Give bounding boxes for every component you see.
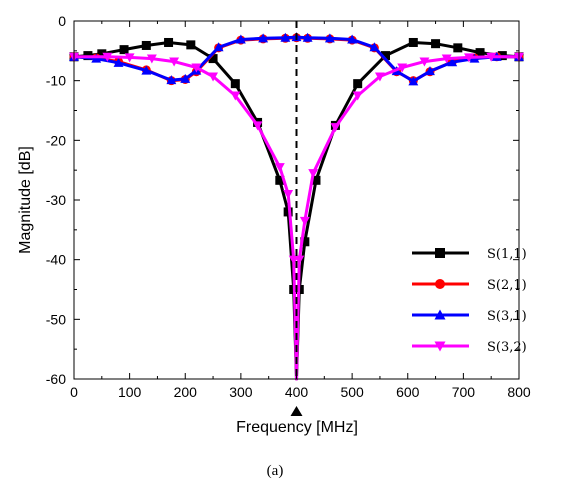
x-tick-label: 0: [70, 384, 78, 400]
data-point: [252, 121, 263, 131]
x-tick-label: 700: [452, 384, 476, 400]
legend-marker: [434, 309, 446, 320]
data-point: [447, 57, 458, 67]
legend-label: S(1,1): [487, 247, 527, 262]
data-point: [441, 54, 452, 64]
data-point: [475, 48, 485, 58]
data-point: [369, 42, 380, 52]
data-point: [294, 255, 305, 265]
data-point: [299, 216, 310, 226]
data-point: [308, 169, 319, 179]
data-point: [235, 34, 246, 44]
y-tick-label: -50: [46, 311, 66, 327]
data-point: [119, 45, 129, 55]
axes-group: 0 100 200 300 400 500 600 700 800 0 -10 -20 -30 -40 -5…: [46, 13, 531, 416]
x-tick-label: 800: [507, 384, 531, 400]
data-point: [164, 37, 174, 47]
data-point: [374, 72, 385, 82]
data-point: [280, 32, 291, 42]
data-point: [311, 175, 321, 185]
x-axis-title: Frequency [MHz]: [236, 419, 358, 436]
data-point: [431, 39, 441, 49]
data-point: [283, 207, 293, 217]
data-point: [408, 37, 418, 47]
legend-marker: [435, 279, 445, 289]
data-point: [274, 163, 285, 173]
y-tick-label: -40: [46, 252, 66, 268]
x-tick-label: 600: [396, 384, 420, 400]
x-tick-label: 200: [174, 384, 198, 400]
data-point: [324, 33, 335, 43]
data-point: [408, 76, 419, 86]
y-tick-label: 0: [58, 13, 66, 29]
data-point: [213, 42, 224, 52]
data-point: [191, 63, 202, 73]
data-point: [486, 52, 497, 62]
data-point: [208, 54, 218, 64]
legend-marker: [434, 341, 446, 352]
data-point: [381, 51, 390, 61]
data-point: [453, 43, 463, 53]
data-point: [463, 53, 474, 63]
x-tick-label: 100: [118, 384, 142, 400]
y-tick-label: -10: [46, 73, 66, 89]
data-point: [208, 72, 219, 82]
data-point: [302, 32, 313, 42]
data-point: [419, 57, 430, 67]
figure-caption: (a): [267, 463, 284, 479]
data-point: [113, 57, 124, 67]
data-point: [275, 175, 285, 185]
y-tick-label: -60: [46, 371, 66, 387]
data-point: [347, 34, 358, 44]
y-tick-label: -30: [46, 192, 66, 208]
data-point: [230, 91, 241, 101]
legend: S(1,1) S(2,1) S(3,1) S(3,2): [412, 247, 527, 355]
data-point: [397, 63, 408, 73]
x-tick-label: 400: [285, 384, 309, 400]
data-point: [230, 79, 240, 89]
data-point: [97, 49, 107, 59]
x-tick-label: 300: [229, 384, 253, 400]
data-point: [352, 91, 363, 101]
data-point: [141, 40, 151, 50]
data-point: [330, 123, 341, 133]
data-point: [353, 79, 363, 89]
data-point: [283, 189, 294, 199]
data-point: [146, 54, 157, 64]
legend-label: S(2,1): [487, 278, 527, 293]
data-point: [186, 40, 196, 50]
legend-label: S(3,1): [487, 309, 527, 324]
data-point: [141, 65, 152, 75]
data-point: [169, 57, 180, 67]
x-tick-label: 500: [340, 384, 364, 400]
data-point: [102, 52, 113, 62]
data-point: [258, 33, 269, 43]
legend-label: S(3,2): [487, 340, 527, 355]
data-point: [180, 73, 191, 83]
y-axis-title: Magnitude [dB]: [17, 146, 34, 254]
y-tick-label: -20: [46, 132, 66, 148]
data-point: [166, 75, 177, 85]
data-point: [124, 53, 135, 63]
data-point: [425, 66, 435, 76]
center-frequency-arrow-icon: [290, 406, 303, 416]
legend-marker: [435, 248, 445, 258]
data-point: [300, 237, 310, 247]
